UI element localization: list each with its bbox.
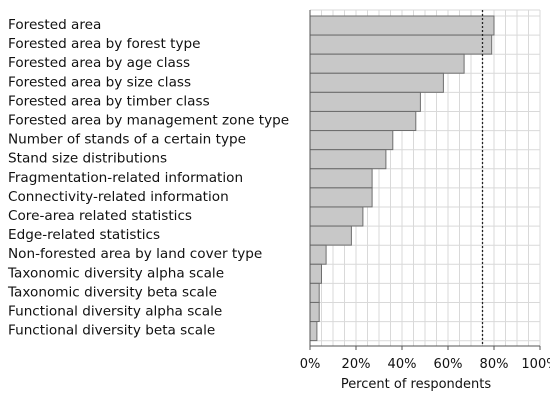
- category-label: Forested area by forest type: [8, 36, 201, 52]
- x-tick-label: 100%: [521, 357, 550, 372]
- x-tick-label: 80%: [480, 357, 509, 372]
- category-label: Core-area related statistics: [8, 208, 192, 224]
- bar: [309, 72, 444, 93]
- bar: [309, 53, 465, 74]
- bar: [309, 111, 417, 131]
- category-label: Functional diversity alpha scale: [8, 304, 222, 320]
- bar: [309, 15, 495, 36]
- x-tick-label: 0%: [300, 357, 321, 372]
- x-axis-title: Percent of respondents: [341, 377, 492, 392]
- bar: [309, 149, 387, 170]
- bar: [309, 225, 352, 246]
- axis-layer: [309, 10, 541, 350]
- category-label: Forested area by age class: [8, 55, 190, 71]
- category-label: Forested area by size class: [8, 74, 191, 90]
- bar: [309, 91, 421, 112]
- category-label: Forested area by timber class: [8, 93, 210, 109]
- x-tick-label: 40%: [388, 357, 417, 372]
- bar: [309, 302, 320, 322]
- category-label-layer: Forested area Forested area by forest typ…: [7, 17, 289, 339]
- category-label: Forested area: [8, 17, 101, 33]
- bar: [309, 244, 327, 265]
- category-label: Forested area by management zone type: [8, 113, 289, 129]
- category-label: Edge-related statistics: [8, 227, 160, 243]
- category-label: Stand size distributions: [8, 151, 167, 167]
- bar: [309, 34, 493, 55]
- category-label: Taxonomic diversity beta scale: [7, 284, 217, 300]
- bar: [309, 321, 318, 342]
- bar: [309, 130, 394, 151]
- bar: [309, 187, 373, 208]
- x-tick-label: 20%: [342, 357, 371, 372]
- category-label: Non-forested area by land cover type: [8, 246, 262, 262]
- bar: [309, 168, 373, 189]
- bar: [309, 282, 320, 303]
- bar: [309, 263, 322, 284]
- category-label: Taxonomic diversity alpha scale: [7, 265, 224, 281]
- category-label: Functional diversity beta scale: [8, 323, 215, 339]
- bar-layer: [309, 15, 495, 342]
- category-label: Connectivity-related information: [8, 189, 229, 205]
- tick-label-layer: 0% 20% 40% 60% 80% 100%: [300, 357, 550, 372]
- category-label: Number of stands of a certain type: [8, 132, 246, 148]
- x-tick-label: 60%: [434, 357, 463, 372]
- bar: [309, 206, 364, 227]
- category-label: Fragmentation-related information: [8, 170, 243, 186]
